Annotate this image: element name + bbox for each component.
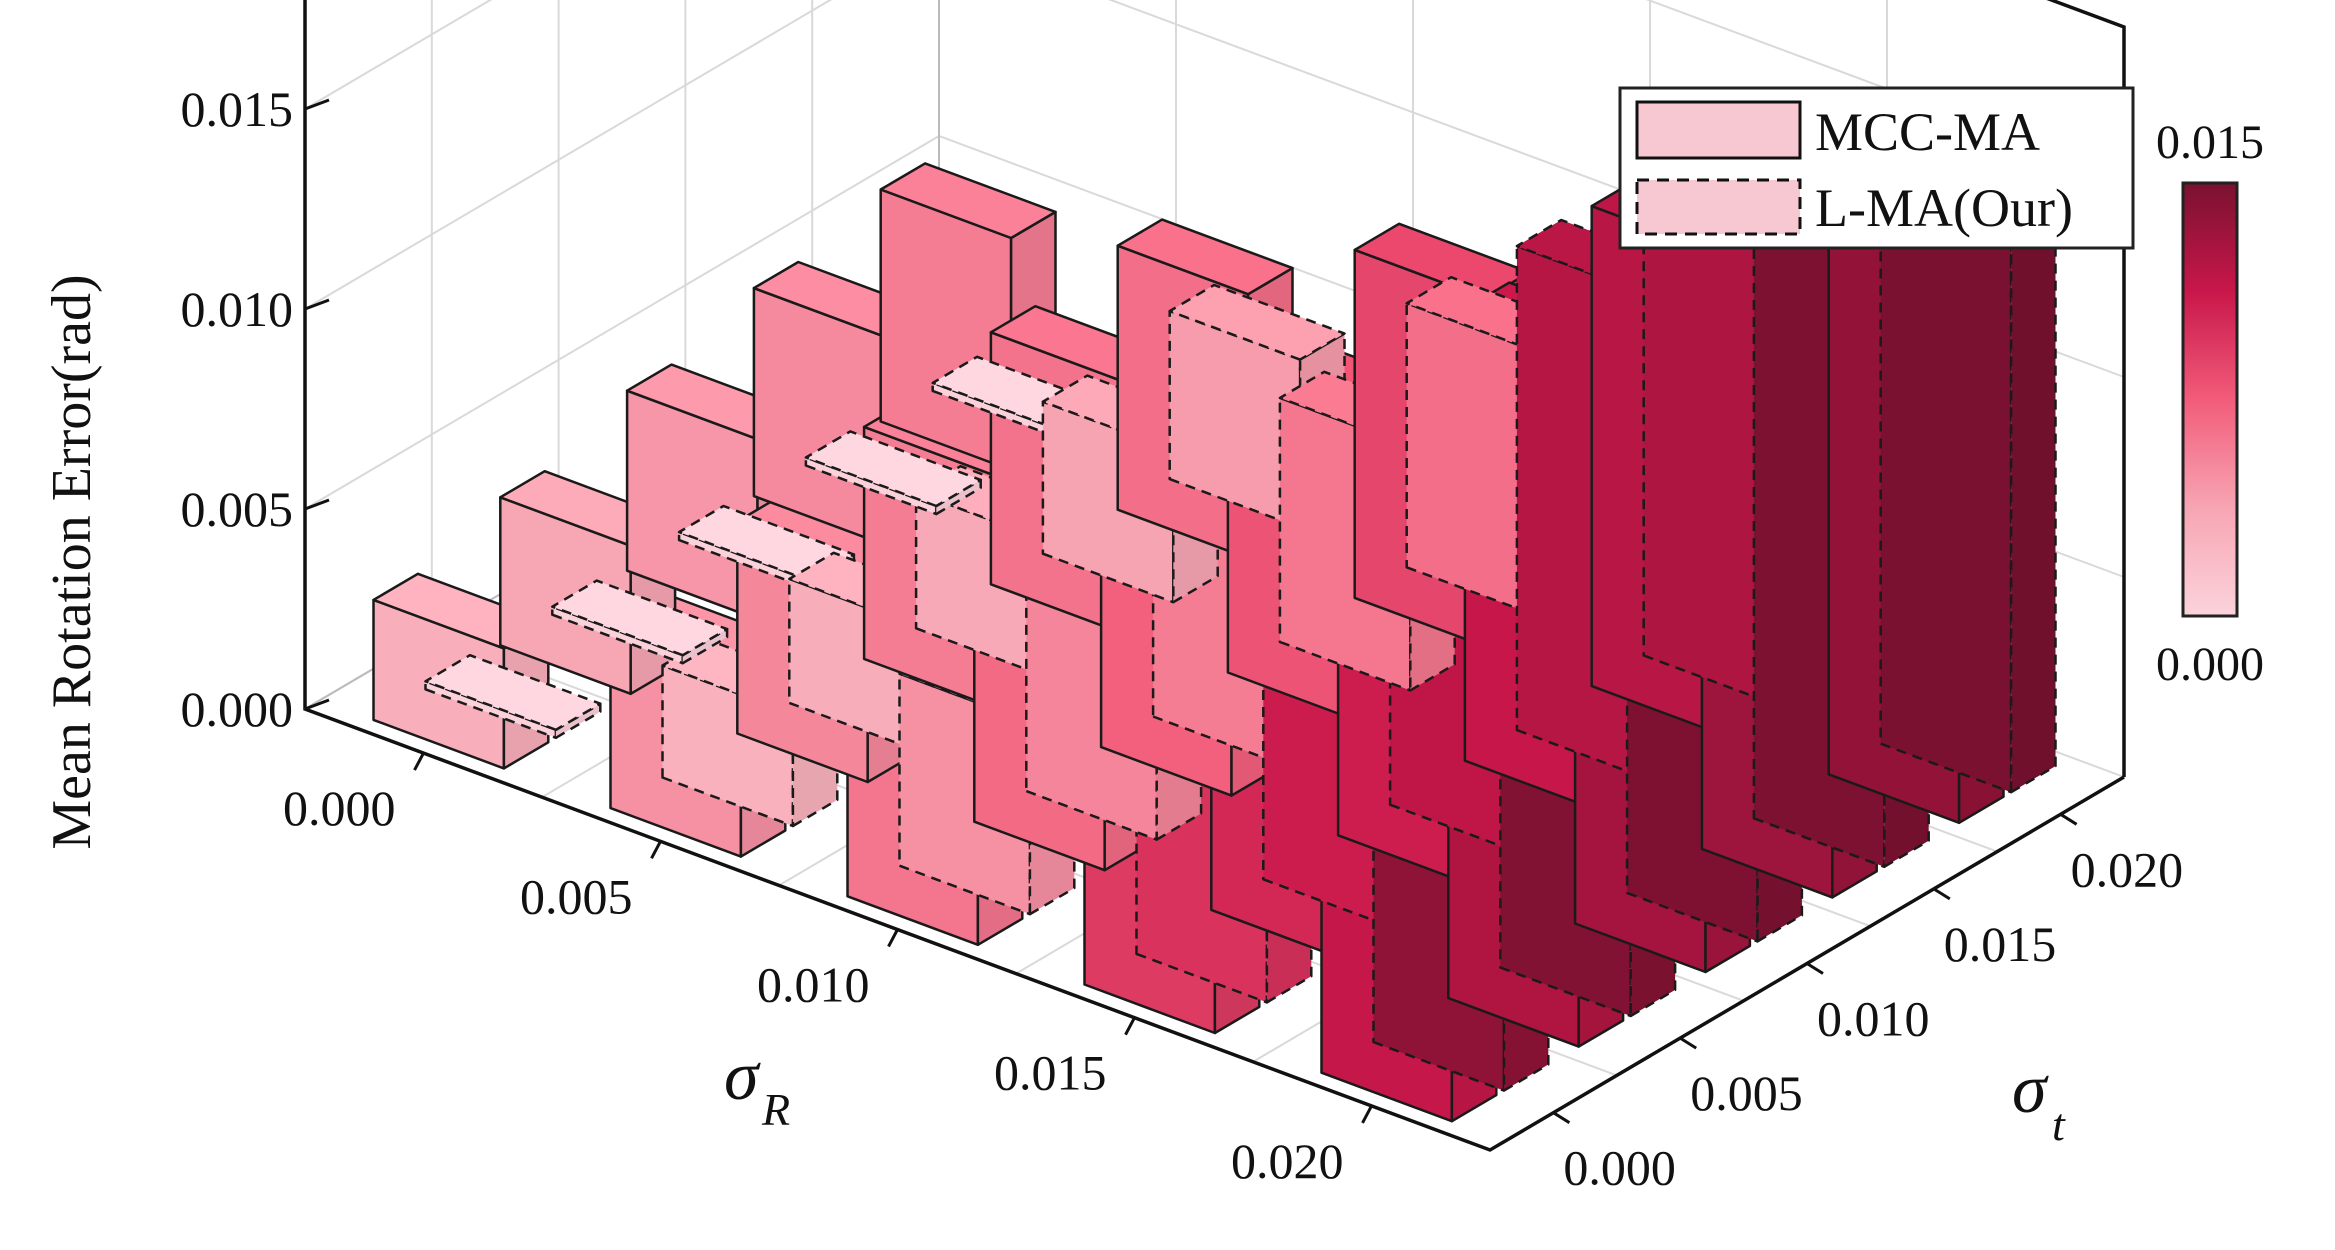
x-tick-mark: [1124, 1016, 1136, 1036]
z-tick-mark: [304, 698, 330, 711]
bars: [372, 116, 2057, 1123]
legend-swatch-mcc-ma: [1635, 100, 1802, 160]
z-tick-label: 0.010: [181, 281, 294, 337]
x-tick-label: 0.020: [1231, 1133, 1344, 1189]
z-tick-mark: [304, 98, 330, 111]
x-tick-mark: [413, 752, 425, 771]
bar-face-left: [424, 680, 558, 740]
colorbar: 0.015 0.000: [2156, 116, 2264, 691]
bar-face-top: [424, 653, 602, 732]
bar-face-top: [804, 430, 982, 508]
x-tick-label: 0.015: [994, 1045, 1107, 1101]
x-tick-mark: [887, 928, 899, 948]
bar-face-left: [1642, 154, 1776, 706]
x-tick-mark: [650, 840, 662, 860]
legend-label-mcc-ma: MCC-MA: [1815, 102, 2040, 162]
legend: MCC-MA L-MA(Our): [1618, 86, 2135, 250]
y-tick-mark: [1552, 1111, 1571, 1124]
legend-swatch-l-ma: [1635, 178, 1802, 236]
y-tick-label: 0.000: [1563, 1140, 1676, 1196]
bar-l-ma-r4-t4: [1879, 116, 2057, 794]
z-tick-label: 0.000: [181, 681, 294, 737]
legend-label-l-ma: L-MA(Our): [1815, 178, 2073, 238]
bar-face-top: [1353, 222, 1531, 300]
x-tick-label: 0.010: [757, 957, 870, 1013]
y-tick-label: 0.005: [1690, 1065, 1803, 1121]
svg-text:R: R: [761, 1084, 790, 1135]
bar-l-ma-r0-t1: [551, 579, 729, 665]
z-tick-label: 0.015: [181, 81, 294, 137]
bar-face-top: [879, 162, 1057, 240]
svg-text:t: t: [2052, 1099, 2066, 1150]
y-tick-label: 0.020: [2071, 841, 2184, 897]
x-tick-label: 0.000: [283, 780, 396, 836]
svg-text:σ: σ: [2012, 1051, 2049, 1128]
bar-l-ma-r0-t0: [424, 653, 602, 740]
y-axis-title: σ t: [2012, 1051, 2066, 1150]
y-tick-mark: [1679, 1036, 1697, 1050]
bar-face-left: [804, 456, 938, 516]
bar-face-left: [931, 381, 1065, 441]
z-tick-mark: [304, 298, 330, 311]
colorbar-gradient: [2181, 181, 2239, 618]
bar-face-front: [2009, 164, 2057, 794]
svg-text:σ: σ: [724, 1038, 761, 1115]
x-tick-mark: [1361, 1105, 1373, 1124]
bar-face-left: [1405, 302, 1539, 618]
colorbar-min-label: 0.000: [2156, 638, 2264, 691]
z-axis-title: Mean Rotation Error(rad): [41, 274, 103, 849]
wall-grid-line: [304, 0, 2125, 178]
x-tick-label: 0.005: [520, 868, 633, 924]
y-tick-label: 0.010: [1817, 991, 1930, 1047]
bar-face-left: [677, 530, 811, 590]
x-axis-title: σ R: [724, 1038, 790, 1135]
colorbar-max-label: 0.015: [2156, 116, 2264, 169]
axis-ticks: 0.0000.0050.0100.0150.0000.0050.0100.015…: [181, 81, 2184, 1196]
z-tick-mark: [304, 498, 330, 511]
bar-l-ma-r0-t3: [804, 430, 982, 516]
bar-face-top: [1116, 218, 1294, 296]
bar-face-top: [1168, 283, 1346, 361]
y-tick-label: 0.015: [1944, 916, 2057, 972]
bar-face-left: [551, 605, 684, 665]
z-tick-label: 0.005: [181, 481, 294, 537]
axis-line: [2046, 0, 2126, 777]
y-tick-mark: [1933, 887, 1951, 901]
y-tick-mark: [2059, 813, 2078, 826]
y-tick-mark: [1806, 962, 1824, 975]
bar-face-top: [551, 579, 729, 657]
